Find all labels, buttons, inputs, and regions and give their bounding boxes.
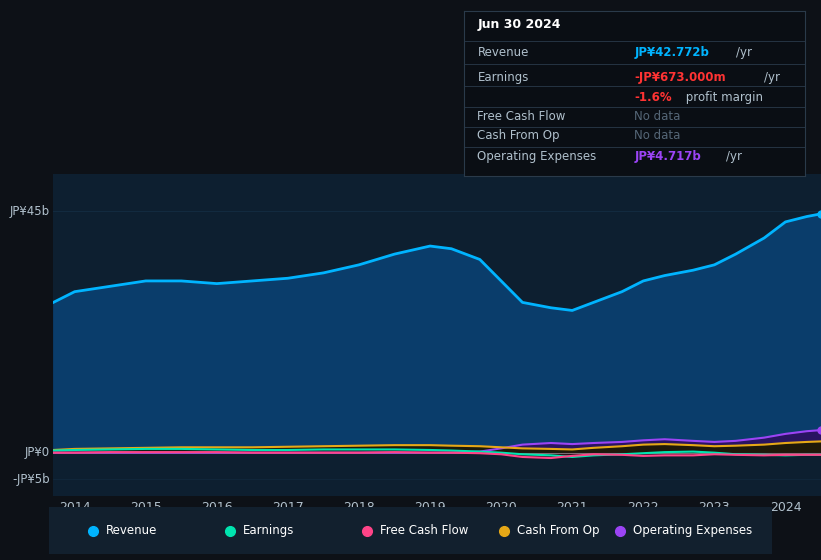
Text: Free Cash Flow: Free Cash Flow — [380, 524, 469, 537]
Text: /yr: /yr — [736, 46, 752, 59]
Text: Operating Expenses: Operating Expenses — [478, 150, 597, 163]
Text: Revenue: Revenue — [478, 46, 529, 59]
Text: Cash From Op: Cash From Op — [478, 129, 560, 142]
Text: JP¥45b: JP¥45b — [9, 204, 49, 218]
Text: Earnings: Earnings — [243, 524, 294, 537]
Text: JP¥42.772b: JP¥42.772b — [635, 46, 709, 59]
Text: -JP¥673.000m: -JP¥673.000m — [635, 71, 726, 84]
Text: -1.6%: -1.6% — [635, 91, 672, 104]
Text: profit margin: profit margin — [682, 91, 763, 104]
Text: Operating Expenses: Operating Expenses — [633, 524, 752, 537]
Text: Free Cash Flow: Free Cash Flow — [478, 110, 566, 123]
Text: Revenue: Revenue — [106, 524, 157, 537]
Text: No data: No data — [635, 110, 681, 123]
Text: Cash From Op: Cash From Op — [517, 524, 600, 537]
Text: Earnings: Earnings — [478, 71, 529, 84]
Text: No data: No data — [635, 129, 681, 142]
Text: /yr: /yr — [727, 150, 742, 163]
Text: /yr: /yr — [764, 71, 780, 84]
Text: JP¥0: JP¥0 — [25, 446, 49, 459]
Text: -JP¥5b: -JP¥5b — [11, 473, 49, 486]
Text: JP¥4.717b: JP¥4.717b — [635, 150, 701, 163]
Text: Jun 30 2024: Jun 30 2024 — [478, 18, 561, 31]
